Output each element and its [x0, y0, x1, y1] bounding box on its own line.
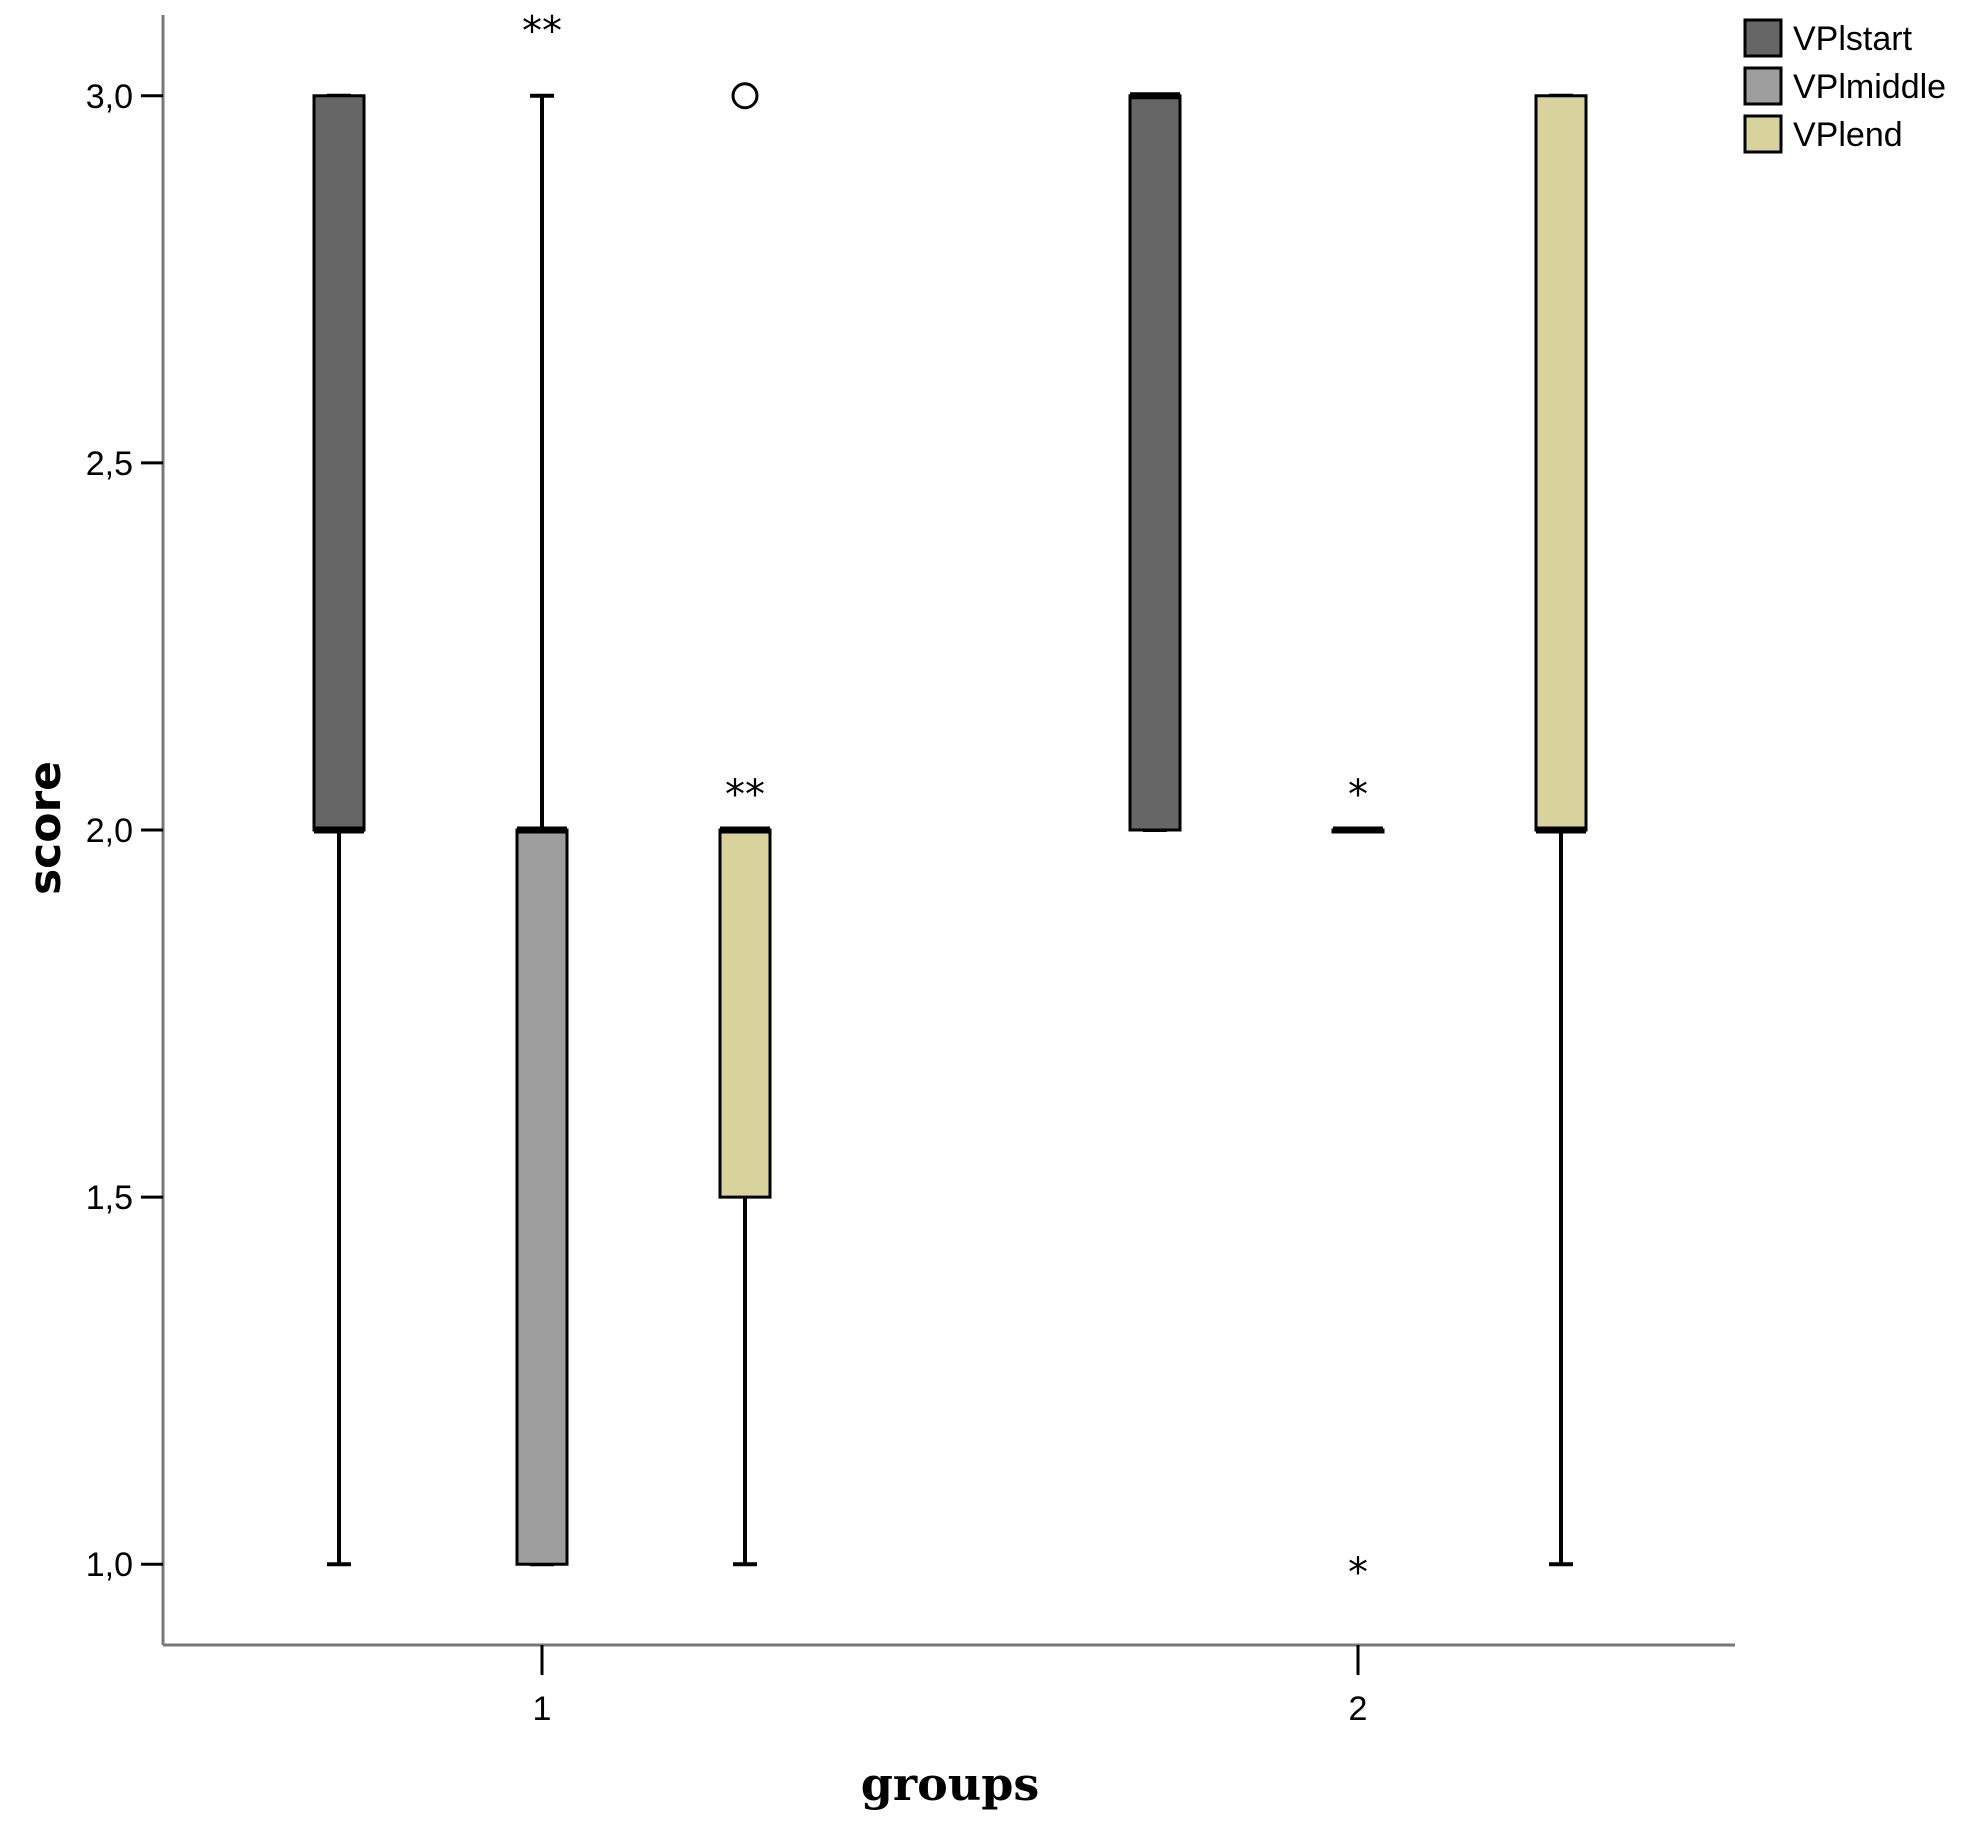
box-vplend	[1534, 94, 1588, 832]
x-tick-label: 2	[1349, 1690, 1368, 1728]
box-vplstart	[312, 94, 366, 832]
legend: VPlstart VPlmiddle VPlend	[1743, 18, 1946, 154]
legend-label: VPlmiddle	[1793, 68, 1946, 106]
x-tick-label: 1	[533, 1690, 552, 1728]
y-tick-label: 1,5	[86, 1179, 133, 1217]
legend-label: VPlend	[1793, 116, 1903, 154]
y-tick-label: 1,0	[86, 1546, 133, 1584]
axes: 1,0 1,5 2,0 2,5 3,0 1 2	[86, 15, 1735, 1728]
box-vplend	[718, 828, 772, 1199]
outlier-star: **	[725, 772, 765, 818]
outlier-circle	[731, 82, 759, 110]
x-axis-label: groups	[861, 1757, 1040, 1811]
legend-label: VPlstart	[1793, 20, 1913, 58]
box-vplstart	[1128, 94, 1182, 832]
legend-swatch	[1743, 18, 1783, 58]
y-tick-label: 3,0	[86, 78, 133, 116]
y-axis-label: score	[20, 761, 71, 895]
boxes: ******	[312, 8, 1588, 1596]
outlier-star: **	[522, 8, 562, 54]
outlier-star: *	[1348, 772, 1368, 818]
legend-swatch	[1743, 66, 1783, 106]
box-vplmiddle	[515, 828, 569, 1566]
y-tick-label: 2,5	[86, 445, 133, 483]
outlier-star: *	[1348, 1550, 1368, 1596]
legend-swatch	[1743, 114, 1783, 154]
y-tick-label: 2,0	[86, 812, 133, 850]
